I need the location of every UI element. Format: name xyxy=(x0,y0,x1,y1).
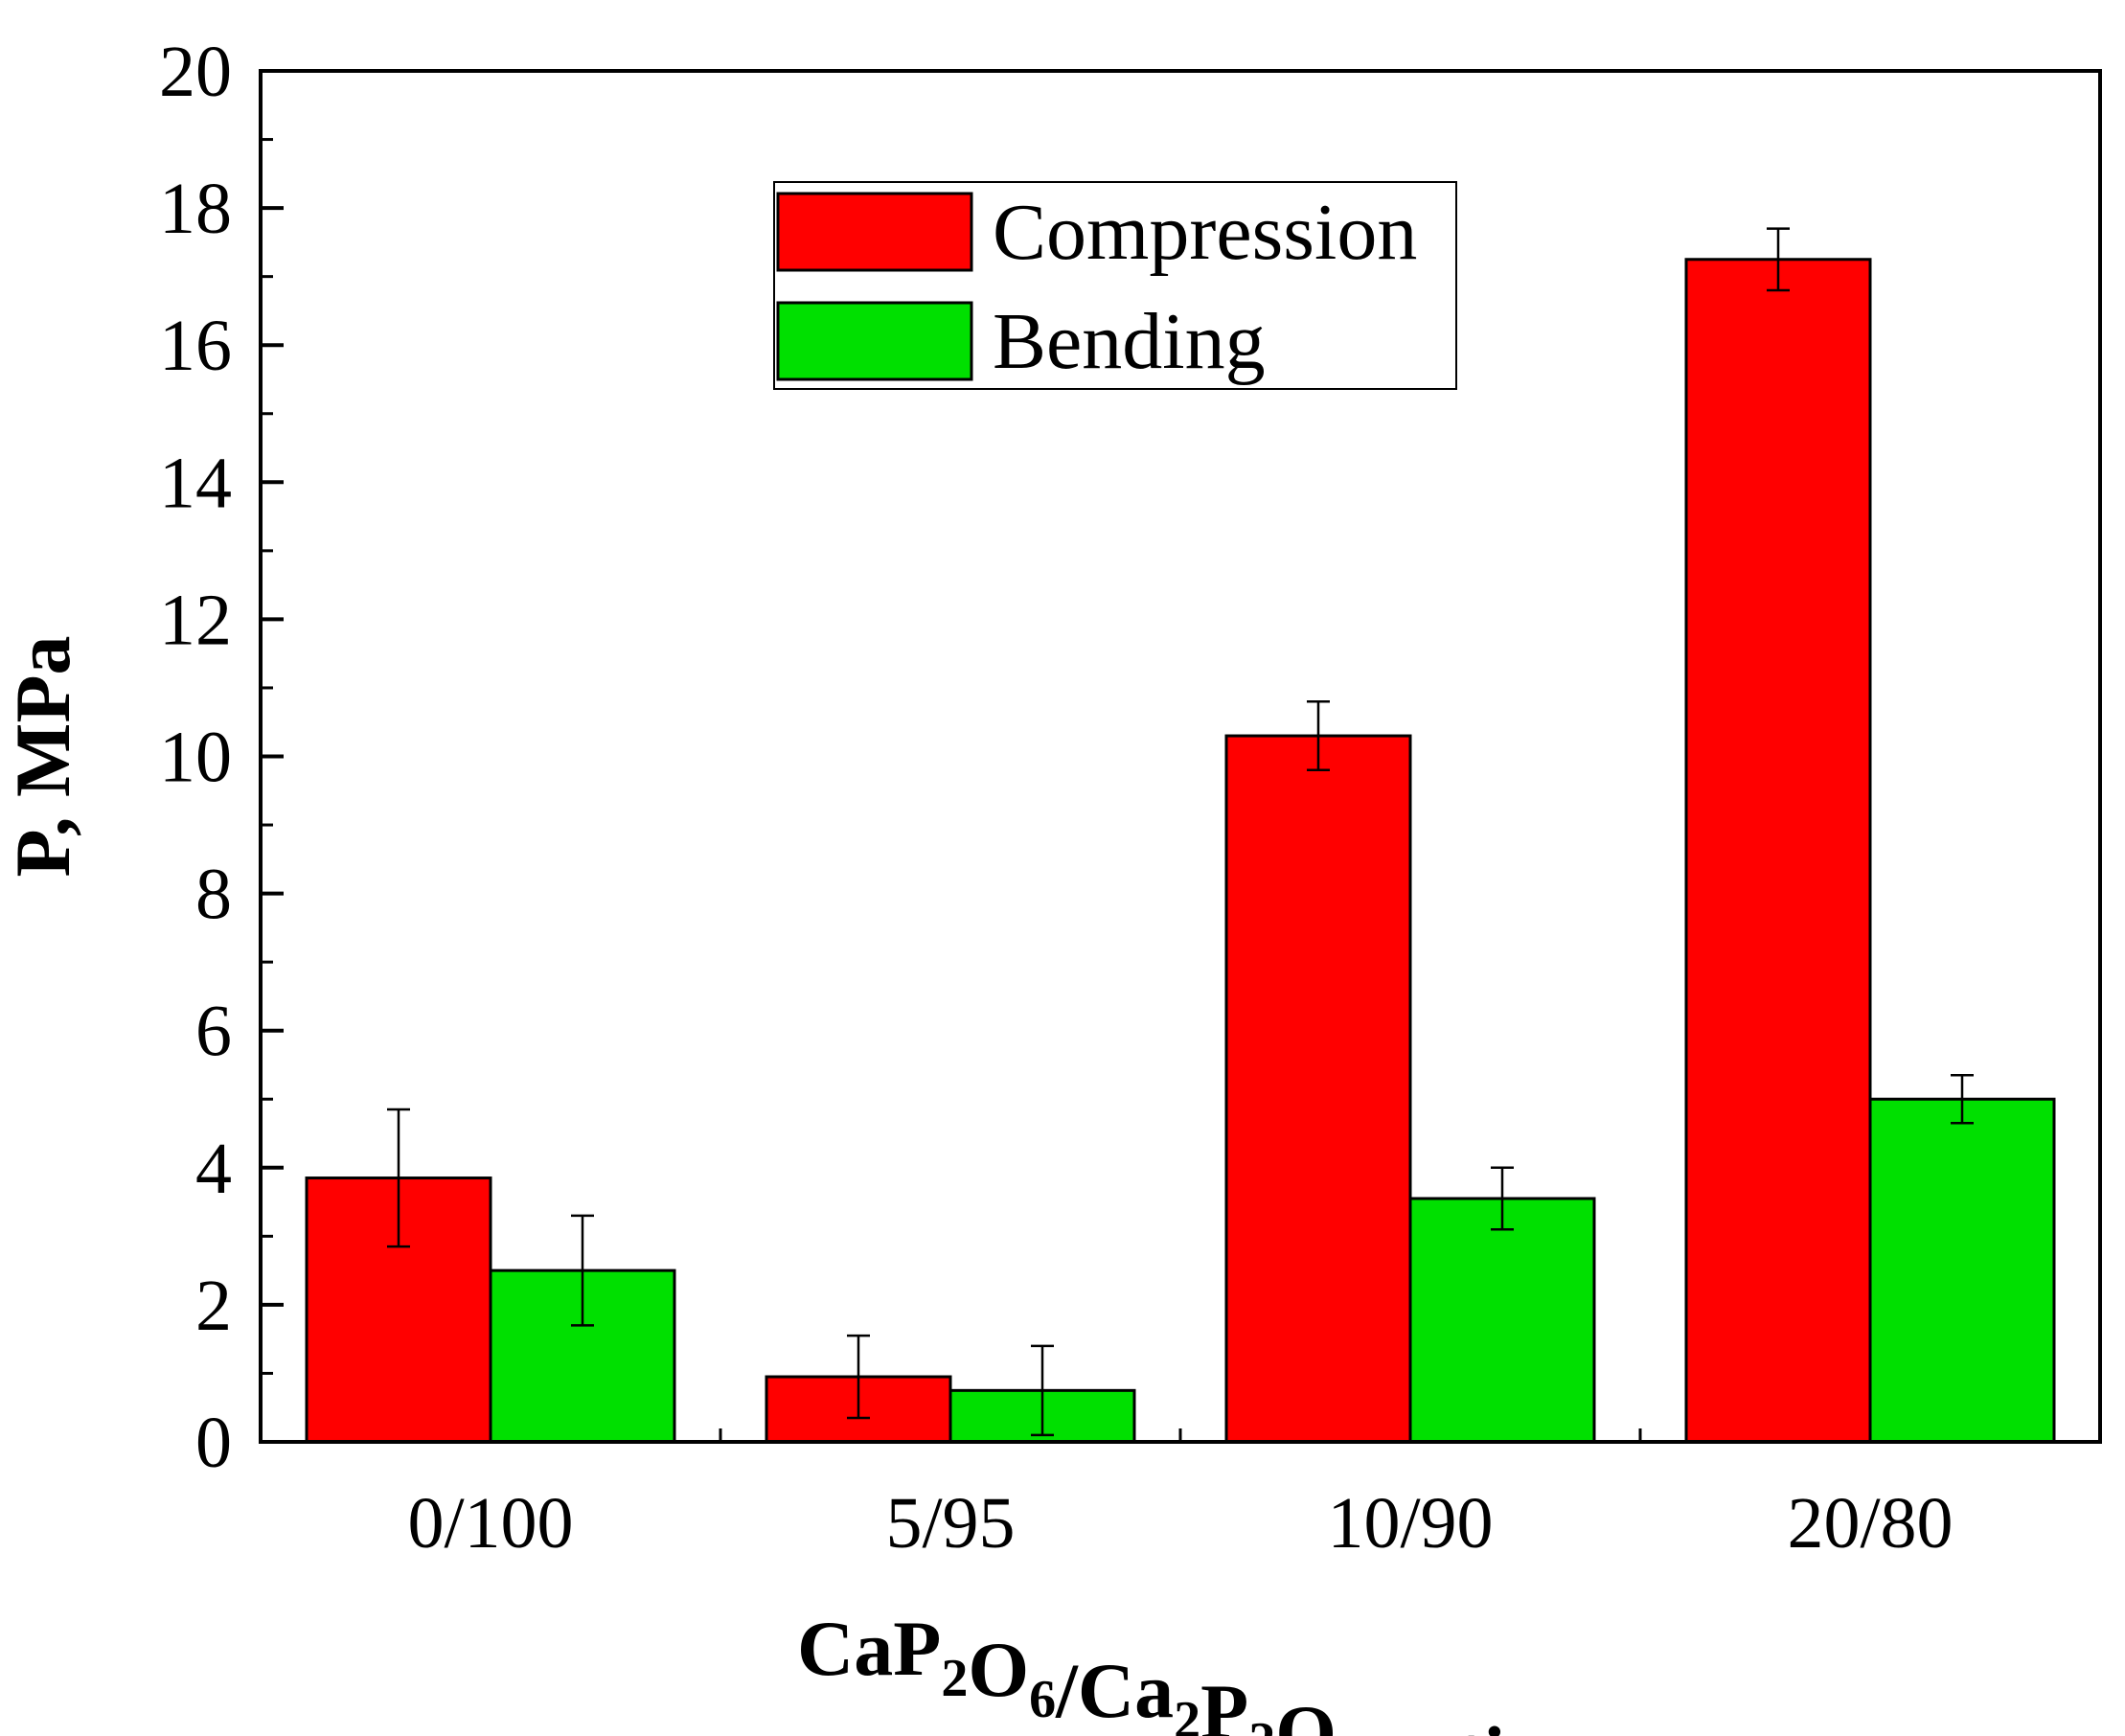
x-axis-title: CaP2O6/Ca2P2O7 ratio xyxy=(797,1605,1544,1736)
y-tick-label: 20 xyxy=(159,32,232,112)
x-axis-title-subscript: 2 xyxy=(1248,1712,1275,1736)
y-tick-label: 6 xyxy=(195,992,232,1072)
y-tick-label: 16 xyxy=(159,306,232,386)
legend-swatch-bending xyxy=(776,301,973,381)
bar-bending-10-90 xyxy=(1408,1197,1596,1444)
x-axis-title-text: CaP xyxy=(797,1605,941,1692)
x-axis-title-subscript: 2 xyxy=(941,1649,968,1708)
y-axis-title: P, MPa xyxy=(0,635,86,877)
error-bars-group xyxy=(387,227,1974,1437)
x-axis-title-text: /Ca xyxy=(1055,1647,1174,1734)
x-tick-label: 5/95 xyxy=(885,1483,1015,1564)
y-axis: 0 2 4 6 8 10 12 14 16 18 20 xyxy=(159,32,284,1483)
legend-swatch-compression xyxy=(776,192,973,272)
y-tick-label: 18 xyxy=(159,169,232,249)
x-axis-title-text: P xyxy=(1200,1668,1248,1736)
bars-group xyxy=(305,258,2056,1444)
y-tick-label: 14 xyxy=(159,443,232,523)
y-tick-label: 0 xyxy=(195,1403,232,1483)
y-tick-label: 4 xyxy=(195,1129,232,1209)
legend-label-compression: Compression xyxy=(993,188,1417,277)
x-axis-title-subscript: 2 xyxy=(1174,1691,1200,1736)
bar-bending-20-80 xyxy=(1868,1097,2056,1444)
y-tick-label: 8 xyxy=(195,855,232,935)
x-tick-label: 20/80 xyxy=(1787,1483,1953,1564)
x-axis: 0/100 5/95 10/90 20/80 xyxy=(407,1428,1954,1564)
x-tick-label: 10/90 xyxy=(1327,1483,1493,1564)
x-tick-label: 0/100 xyxy=(407,1483,573,1564)
bar-compression-20-80 xyxy=(1684,258,1872,1444)
bar-compression-10-90 xyxy=(1224,734,1412,1444)
x-axis-title-subscript: 7 xyxy=(1337,1733,1363,1736)
x-axis-title-text: ratio xyxy=(1363,1710,1544,1736)
x-axis-title-text: O xyxy=(968,1626,1029,1713)
legend: Compression Bending xyxy=(773,181,1457,390)
x-axis-title-text: O xyxy=(1275,1689,1337,1736)
x-axis-title-subscript: 6 xyxy=(1029,1670,1056,1729)
y-tick-label: 10 xyxy=(159,718,232,798)
legend-label-bending: Bending xyxy=(993,297,1266,386)
y-tick-label: 2 xyxy=(195,1266,232,1346)
y-tick-label: 12 xyxy=(159,580,232,660)
